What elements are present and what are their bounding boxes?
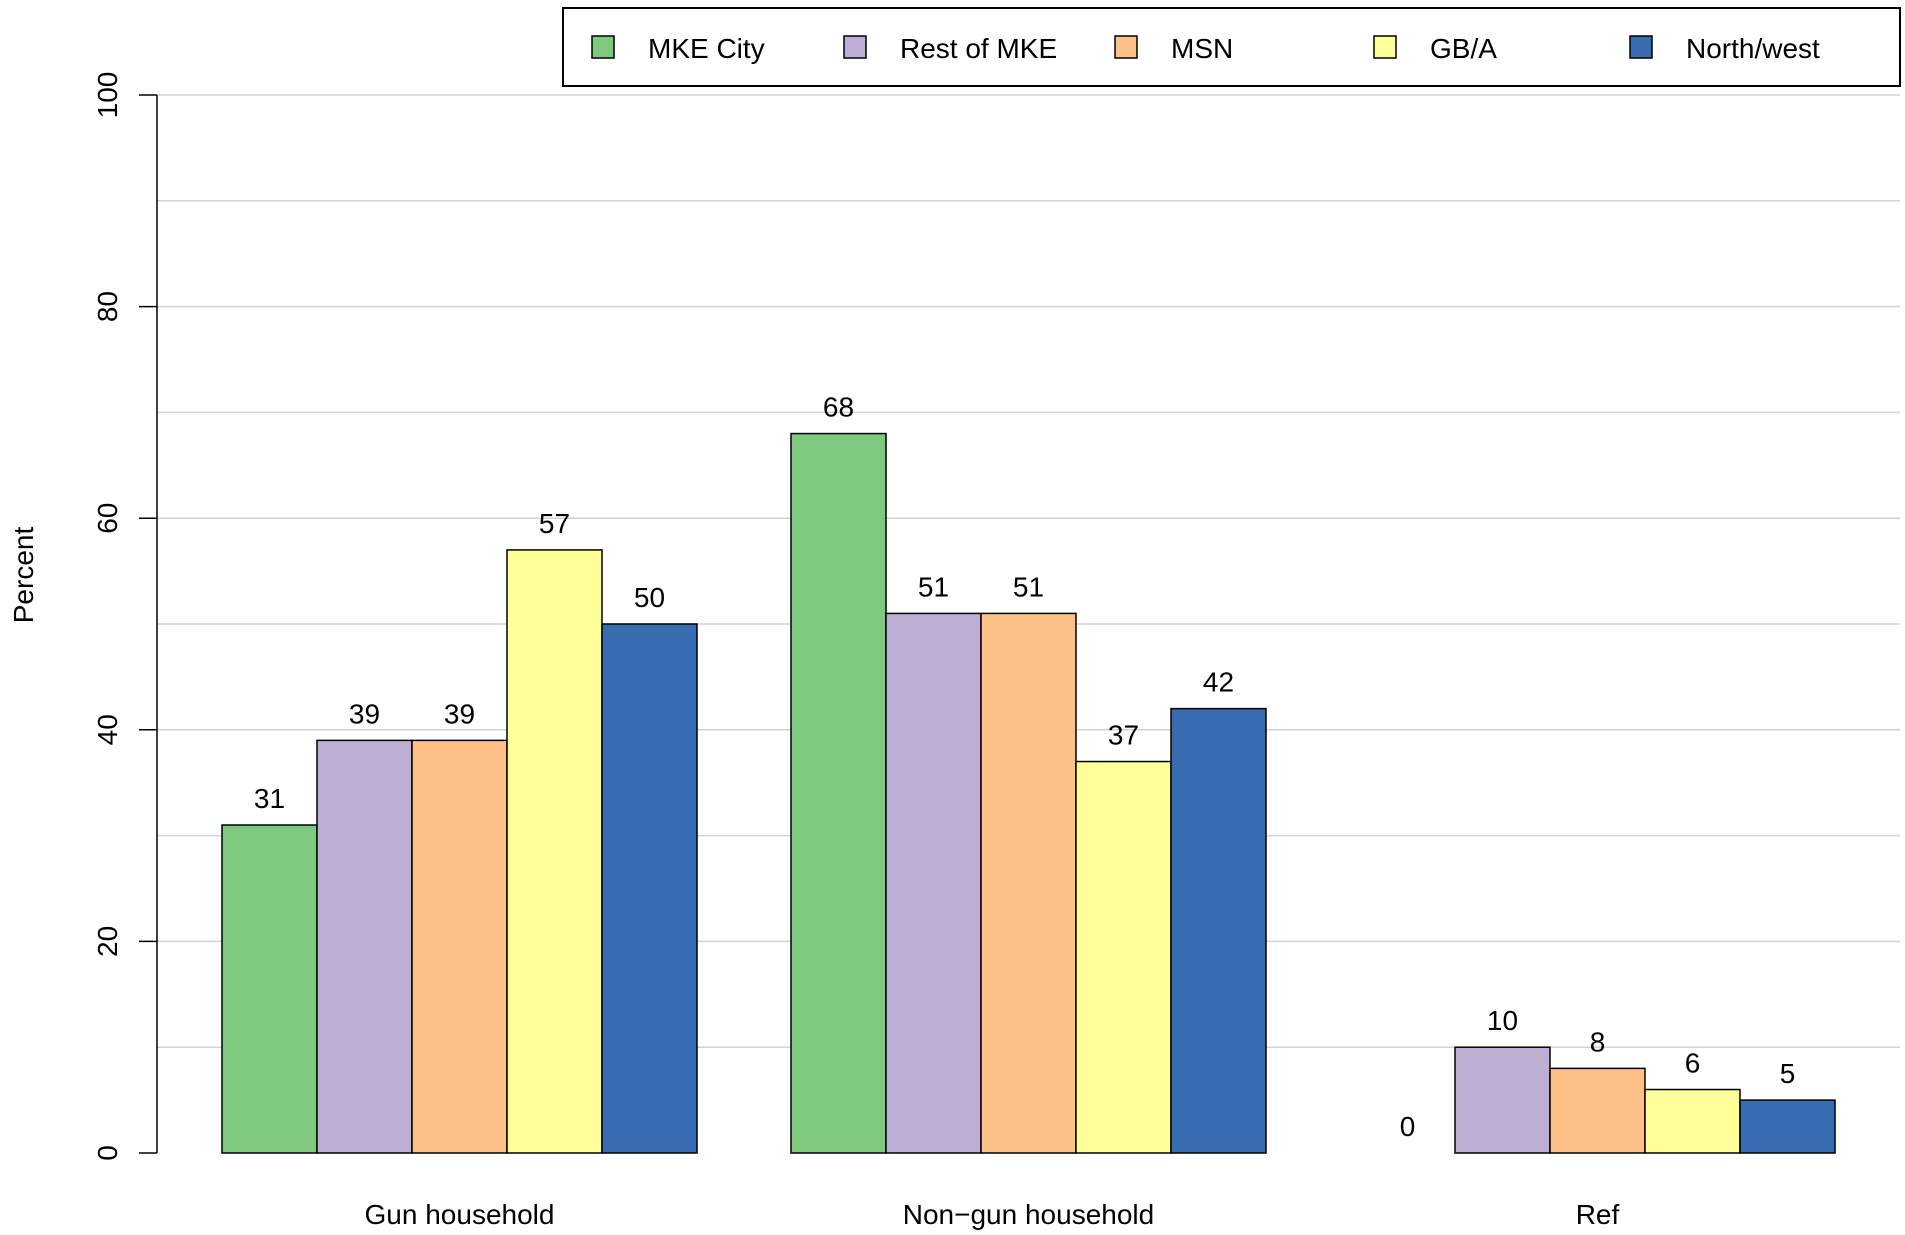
bar — [885, 612, 982, 1154]
data-label: 31 — [254, 783, 285, 814]
y-tick-label: 80 — [92, 291, 123, 322]
x-category-label: Gun household — [365, 1199, 555, 1230]
data-label: 39 — [349, 698, 380, 729]
legend-swatch — [1114, 35, 1138, 59]
legend-label: GB/A — [1430, 33, 1497, 64]
x-axis-categories: Gun household Non−gun household Ref — [365, 1199, 1620, 1230]
legend-label: North/west — [1686, 33, 1820, 64]
data-label: 68 — [823, 392, 854, 423]
data-label: 57 — [539, 508, 570, 539]
bar — [1549, 1067, 1646, 1154]
bar — [980, 612, 1077, 1154]
legend-label: Rest of MKE — [900, 33, 1057, 64]
bar — [1739, 1099, 1836, 1154]
bars — [221, 432, 1836, 1154]
y-tick-label: 0 — [92, 1145, 123, 1161]
y-tick-label: 40 — [92, 714, 123, 745]
data-labels: 31 39 39 57 50 68 51 51 37 42 0 10 8 6 5 — [254, 392, 1795, 1142]
bar — [790, 432, 887, 1154]
bar — [1644, 1088, 1741, 1154]
legend-swatch — [1373, 35, 1397, 59]
legend-box — [562, 7, 1901, 87]
data-label: 6 — [1685, 1048, 1701, 1079]
bar — [1075, 760, 1172, 1154]
legend-swatch — [843, 35, 867, 59]
y-tick-label: 20 — [92, 926, 123, 957]
data-label: 51 — [918, 571, 949, 602]
bar — [316, 739, 413, 1154]
data-label: 0 — [1400, 1111, 1416, 1142]
legend-swatch — [591, 35, 615, 59]
y-tick-label: 60 — [92, 503, 123, 534]
x-category-label: Non−gun household — [903, 1199, 1154, 1230]
y-axis: 0 20 40 60 80 100 — [92, 72, 158, 1161]
legend-label: MKE City — [648, 33, 765, 64]
y-axis-label: Percent — [8, 527, 39, 624]
data-label: 39 — [444, 698, 475, 729]
x-category-label: Ref — [1576, 1199, 1620, 1230]
bar — [506, 549, 603, 1154]
data-label: 42 — [1203, 667, 1234, 698]
data-label: 10 — [1487, 1005, 1518, 1036]
bar — [221, 824, 318, 1154]
data-label: 37 — [1108, 720, 1139, 751]
data-label: 51 — [1013, 571, 1044, 602]
bar — [1454, 1046, 1551, 1154]
legend-swatch — [1629, 35, 1653, 59]
data-label: 8 — [1590, 1026, 1606, 1057]
data-label: 50 — [634, 582, 665, 613]
legend: MKE City Rest of MKE MSN GB/A North/west — [562, 7, 1901, 87]
y-tick-label: 100 — [92, 72, 123, 119]
bar — [411, 739, 508, 1154]
bar — [1170, 707, 1267, 1154]
data-label: 5 — [1780, 1058, 1796, 1089]
legend-label: MSN — [1171, 33, 1233, 64]
bar — [601, 623, 698, 1154]
